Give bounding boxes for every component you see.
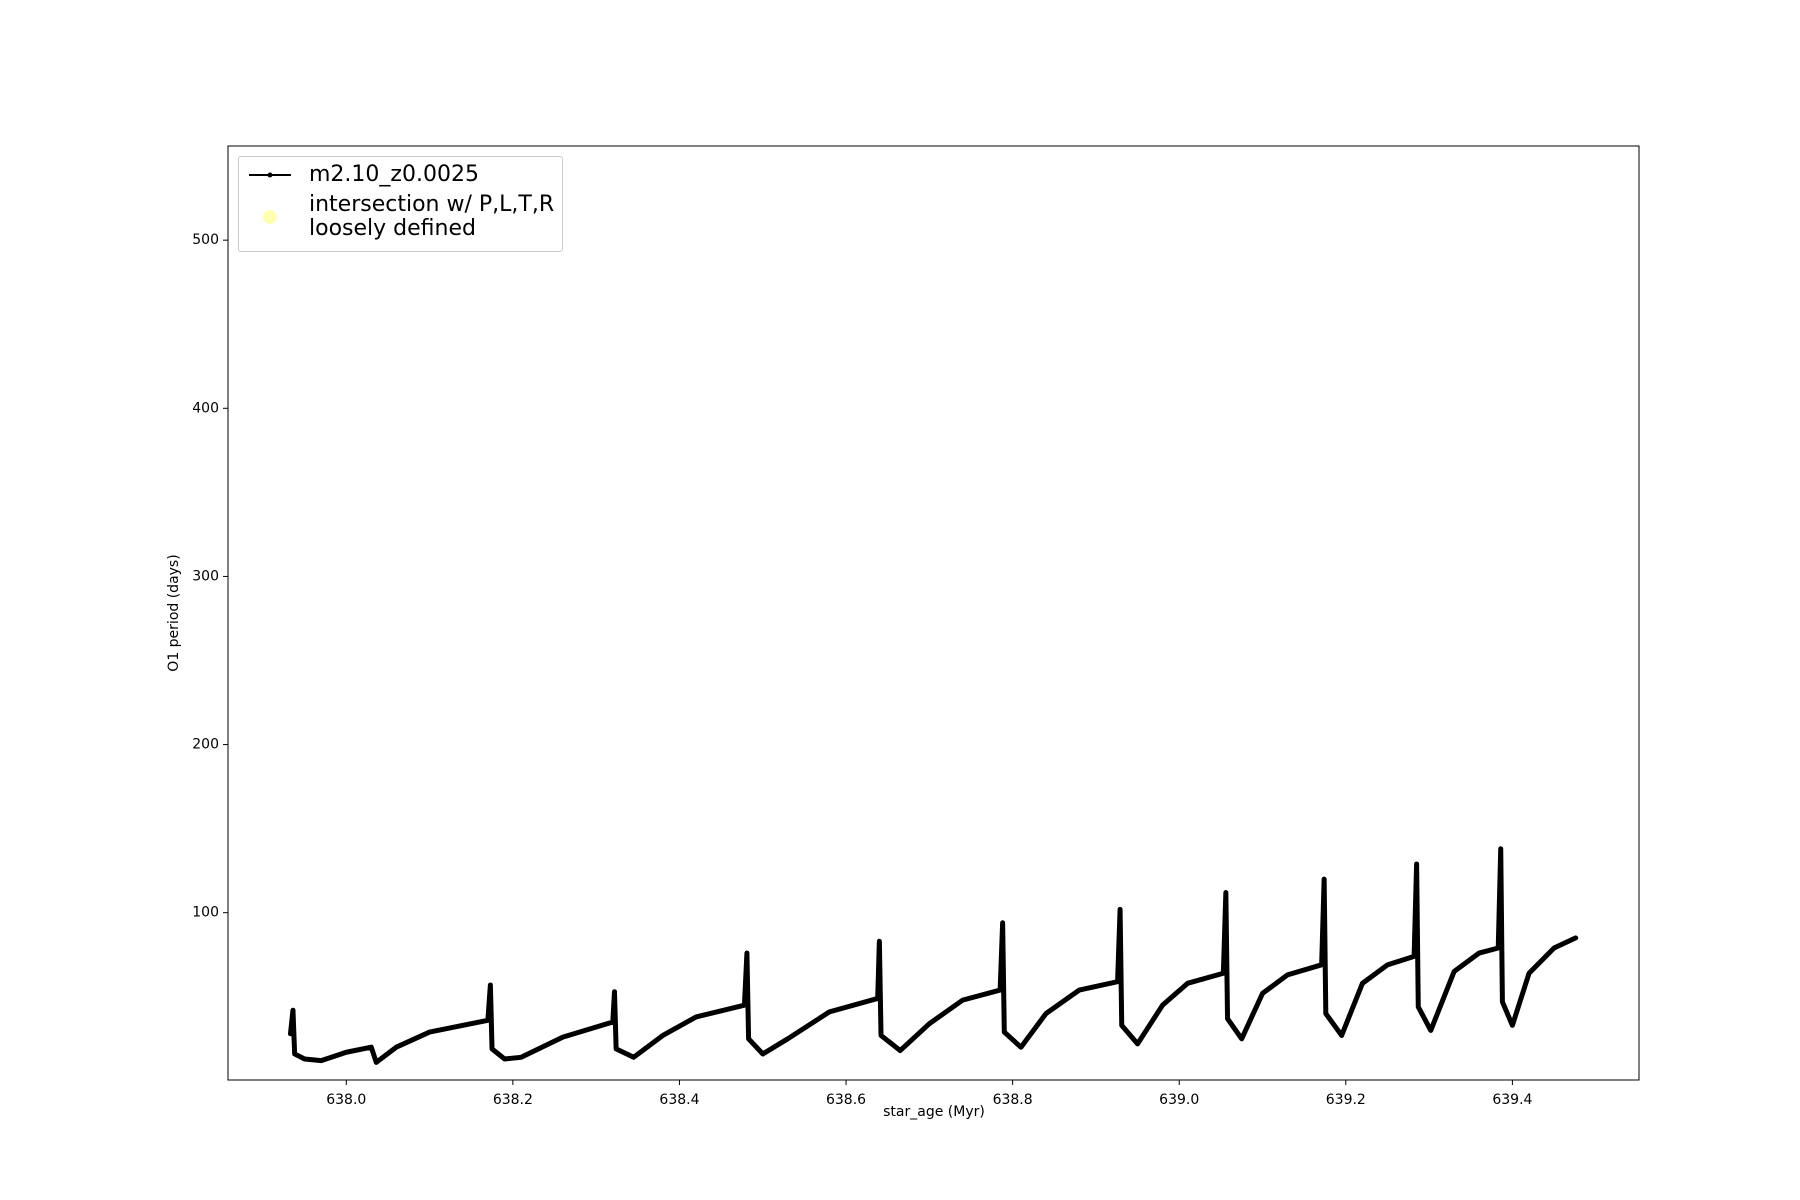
y-tick-label: 200 xyxy=(192,737,219,753)
x-tick-label: 638.0 xyxy=(326,1092,366,1108)
y-tick-label: 100 xyxy=(192,905,219,921)
x-tick-label: 638.4 xyxy=(659,1092,699,1108)
data-line xyxy=(287,846,1579,1065)
legend-handle xyxy=(263,210,277,224)
legend-entry: m2.10_z0.0025 xyxy=(247,163,554,187)
x-tick-label: 638.2 xyxy=(493,1092,533,1108)
x-tick-label: 638.6 xyxy=(826,1092,866,1108)
plot-frame xyxy=(227,145,1640,1081)
y-tick-label: 400 xyxy=(192,400,219,416)
legend-marker xyxy=(267,172,273,178)
legend-handle xyxy=(249,172,291,178)
legend-entry: intersection w/ P,L,T,R loosely defined xyxy=(247,193,554,241)
legend-marker xyxy=(263,210,277,224)
legend: m2.10_z0.0025 intersection w/ P,L,T,R loo… xyxy=(238,156,564,252)
y-tick-label: 500 xyxy=(192,232,219,248)
x-tick-label: 639.2 xyxy=(1326,1092,1366,1108)
y-tick-label: 300 xyxy=(192,568,219,584)
x-axis-label: star_age (Myr) xyxy=(883,1104,985,1120)
x-tick-label: 638.8 xyxy=(993,1092,1033,1108)
y-axis-label: O1 period (days) xyxy=(166,554,182,671)
legend-label: intersection w/ P,L,T,R loosely defined xyxy=(309,192,555,241)
x-tick-label: 639.0 xyxy=(1159,1092,1199,1108)
x-tick-label: 639.4 xyxy=(1492,1092,1532,1108)
legend-label: m2.10_z0.0025 xyxy=(309,162,479,187)
